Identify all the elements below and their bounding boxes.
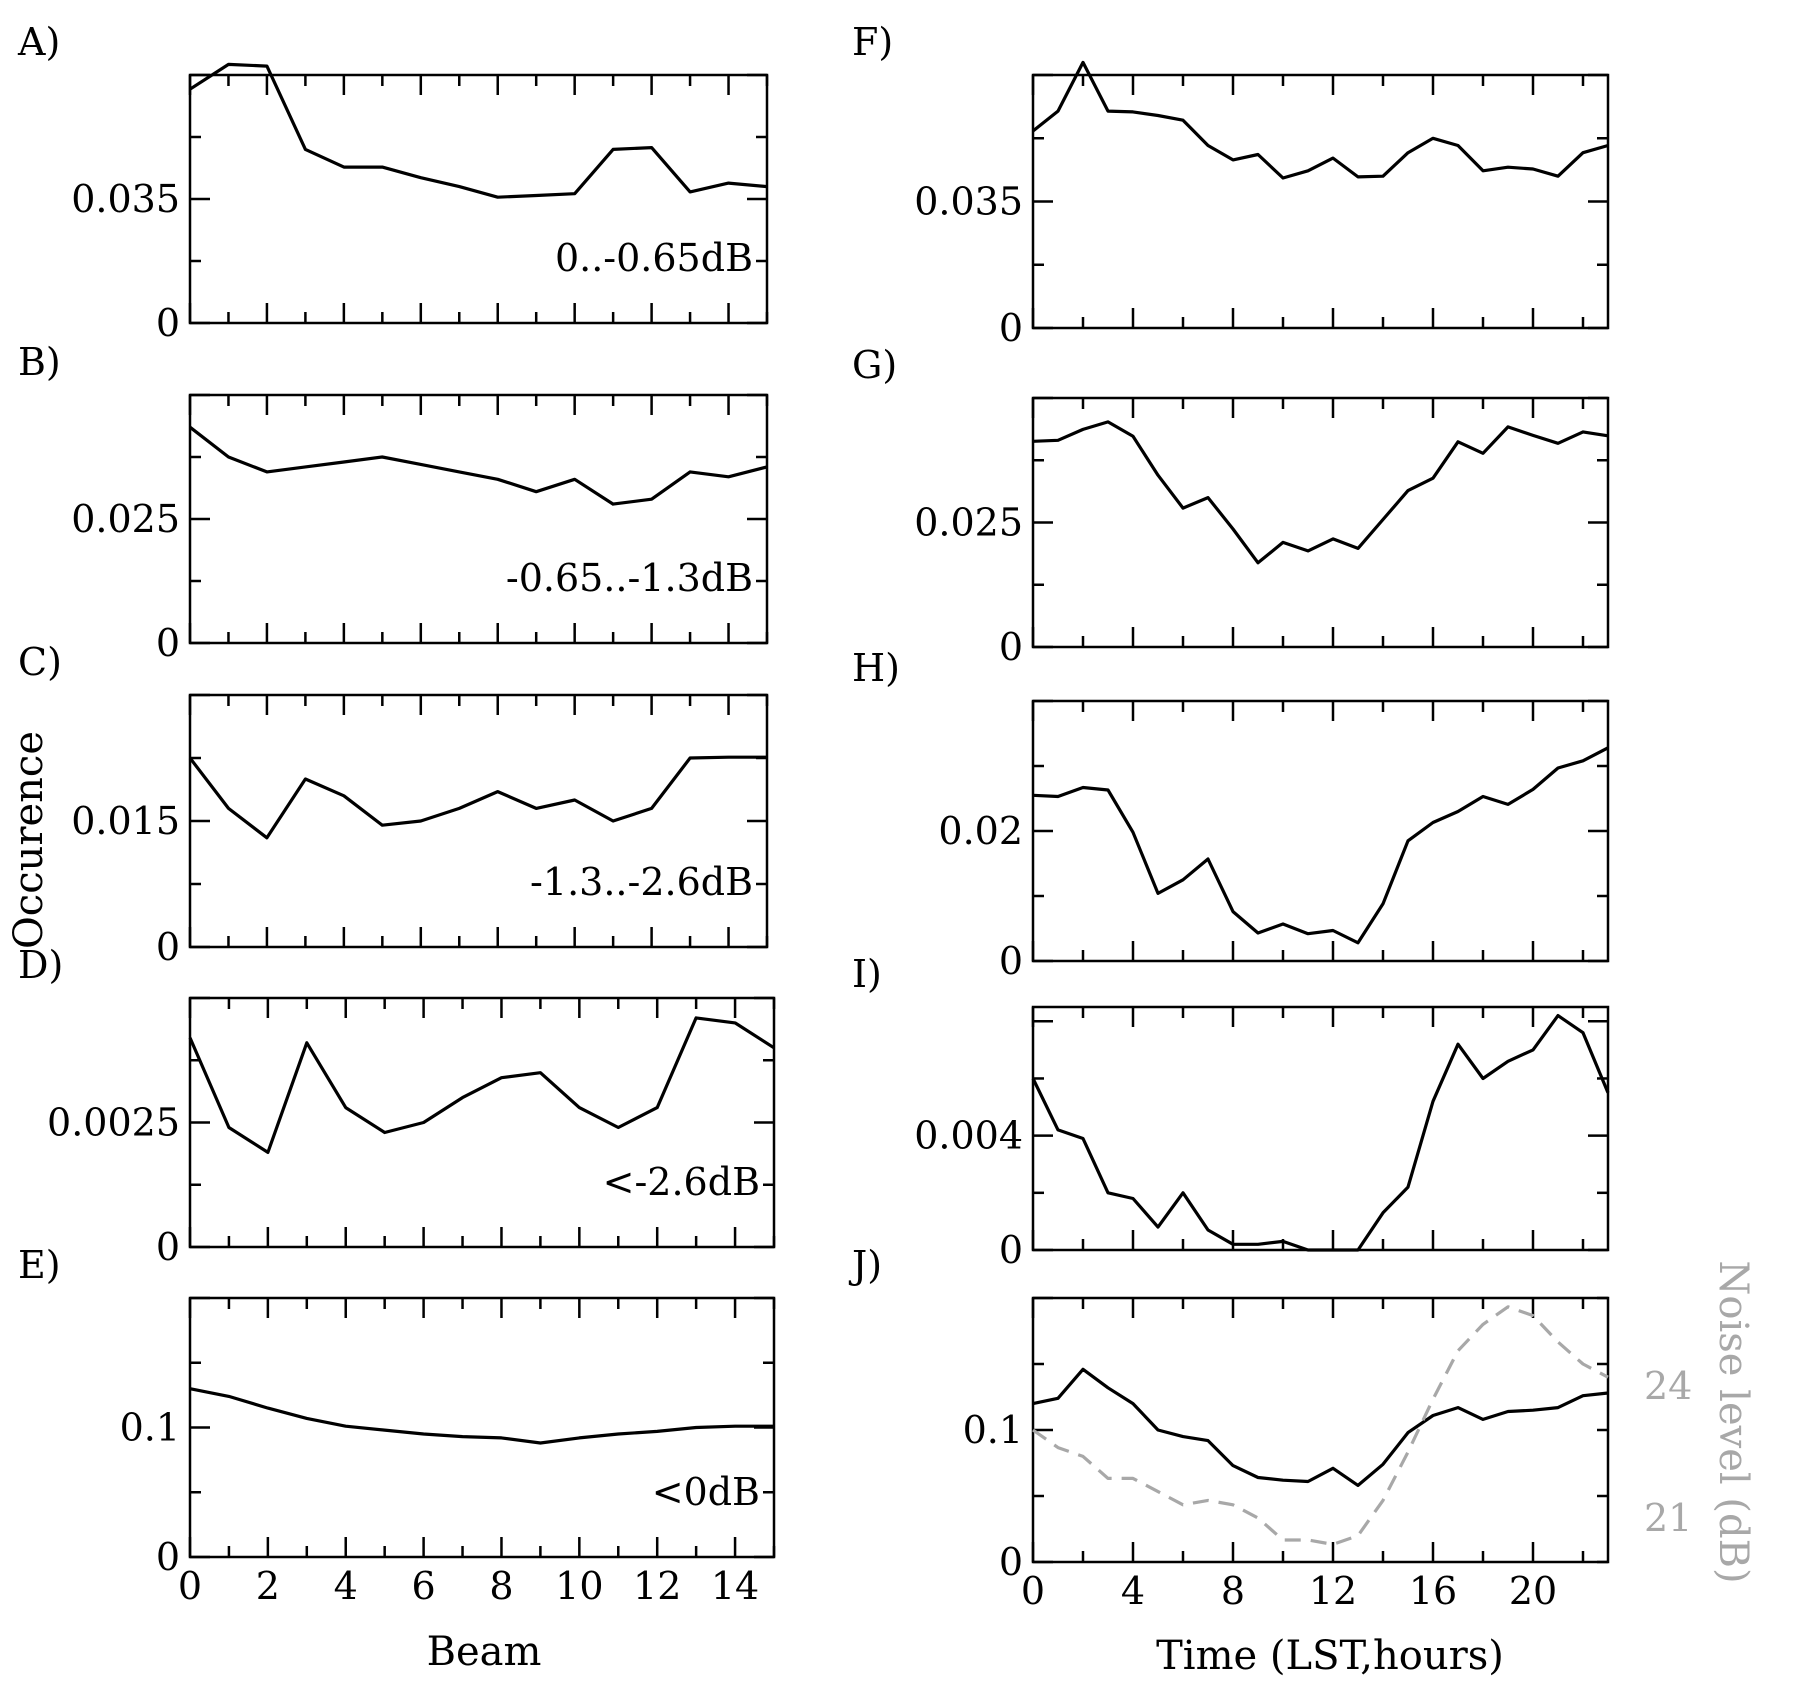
panel-b-ytick-label: 0 bbox=[156, 621, 180, 665]
panel-d-label: D) bbox=[18, 943, 63, 987]
panel-e-xtick-label: 8 bbox=[489, 1564, 513, 1608]
panel-j-xtick-label: 8 bbox=[1221, 1569, 1245, 1613]
panel-e: 0 0.1 0 2 4 6 8 10 12 14 E) <0dB bbox=[18, 1243, 776, 1608]
panel-g: 0 0.025 G) bbox=[852, 343, 1610, 669]
panel-c-series-line bbox=[188, 755, 767, 840]
panel-h-series-line bbox=[1032, 746, 1609, 945]
panel-d-ytick-label: 0 bbox=[156, 1225, 180, 1269]
panel-g-ytick-label: 0.025 bbox=[914, 501, 1023, 545]
panel-f-series-line bbox=[1032, 60, 1609, 180]
panel-h-ytick-label: 0.02 bbox=[938, 809, 1023, 853]
panel-d-series-line bbox=[188, 1016, 775, 1155]
panel-c-ytick-label: 0.015 bbox=[71, 799, 180, 843]
panel-h-label: H) bbox=[852, 646, 900, 690]
panel-g-series-line bbox=[1032, 420, 1609, 565]
panel-j-label: J) bbox=[848, 1243, 882, 1287]
panel-i-series-line bbox=[1031, 1013, 1610, 1252]
panel-b-ytick-label: 0.025 bbox=[71, 497, 180, 541]
panel-j-series-line bbox=[1032, 1367, 1609, 1488]
panel-e-xtick-label: 4 bbox=[334, 1564, 358, 1608]
panel-b-label: B) bbox=[18, 340, 61, 384]
panel-a-series-line bbox=[189, 62, 768, 199]
panel-e-xtick-label: 10 bbox=[555, 1564, 603, 1608]
panel-e-series-line bbox=[189, 1387, 774, 1445]
panel-e-xtick-label: 0 bbox=[178, 1564, 202, 1608]
panel-d: 0 0.0025 D) <-2.6dB bbox=[18, 943, 776, 1269]
panel-e-range-label: <0dB bbox=[652, 1470, 760, 1514]
panel-j-xtick-label: 16 bbox=[1409, 1569, 1457, 1613]
panel-i-frame bbox=[1031, 1005, 1610, 1252]
panel-e-xtick-label: 14 bbox=[711, 1564, 759, 1608]
x-axis-title-time: Time (LST,hours) bbox=[1156, 1633, 1504, 1679]
panel-a-ytick-label: 0.035 bbox=[71, 177, 180, 221]
panel-e-label: E) bbox=[18, 1243, 61, 1287]
panel-i-ytick-label: 0.004 bbox=[914, 1114, 1023, 1158]
panel-j-ytick-label: 0.1 bbox=[963, 1408, 1023, 1452]
panel-j-frame bbox=[1031, 1296, 1610, 1564]
panel-d-range-label: <-2.6dB bbox=[603, 1160, 760, 1204]
panel-a-range-label: 0..-0.65dB bbox=[555, 236, 753, 280]
panel-e-ytick-label: 0.1 bbox=[120, 1406, 180, 1450]
panel-g-label: G) bbox=[852, 343, 897, 387]
panel-b-range-label: -0.65..-1.3dB bbox=[506, 556, 753, 600]
panel-j-noise-line bbox=[1032, 1305, 1609, 1547]
panel-a-label: A) bbox=[17, 20, 60, 64]
panel-j: 0 0.1 0 4 8 12 16 20 J) 21 24 bbox=[848, 1243, 1692, 1613]
panel-e-ytick-label: 0 bbox=[156, 1535, 180, 1579]
panel-i-label: I) bbox=[852, 952, 882, 996]
panel-j-xtick-label: 20 bbox=[1509, 1569, 1557, 1613]
panel-c-range-label: -1.3..-2.6dB bbox=[530, 860, 753, 904]
panel-h: 0 0.02 H) bbox=[852, 646, 1610, 983]
panel-g-frame bbox=[1031, 396, 1610, 649]
panel-c-label: C) bbox=[18, 640, 62, 684]
panel-j-secondary-ytick-label: 24 bbox=[1644, 1364, 1692, 1408]
panel-b-frame bbox=[188, 393, 769, 645]
panel-a-ytick-label: 0 bbox=[156, 301, 180, 345]
panel-b-series-line bbox=[189, 425, 768, 506]
panel-i-ytick-label: 0 bbox=[999, 1228, 1023, 1272]
panel-j-xtick-label: 4 bbox=[1121, 1569, 1145, 1613]
panel-d-ytick-label: 0.0025 bbox=[47, 1101, 180, 1145]
panel-e-xtick-label: 12 bbox=[633, 1564, 681, 1608]
panel-j-ytick-label: 0 bbox=[999, 1540, 1023, 1584]
panel-c: 0 0.015 C) -1.3..-2.6dB bbox=[18, 640, 769, 969]
panel-i: 0 0.004 I) bbox=[852, 952, 1610, 1272]
panel-f-label: F) bbox=[852, 20, 893, 64]
panel-e-xtick-label: 6 bbox=[412, 1564, 436, 1608]
panel-f-ytick-label: 0.035 bbox=[914, 180, 1023, 224]
panel-f-ytick-label: 0 bbox=[999, 306, 1023, 350]
panel-h-frame bbox=[1031, 699, 1610, 963]
panel-f: 0 0.035 F) bbox=[852, 20, 1610, 350]
panel-a: 0 0.035 A) 0..-0.65dB bbox=[17, 20, 769, 345]
x-axis-title-beam: Beam bbox=[427, 1629, 542, 1675]
panel-b: 0 0.025 B) -0.65..-1.3dB bbox=[18, 340, 769, 665]
panel-j-xtick-label: 12 bbox=[1309, 1569, 1357, 1613]
panel-a-frame bbox=[188, 73, 769, 325]
panel-j-secondary-ytick-label: 21 bbox=[1644, 1496, 1692, 1540]
panel-c-ytick-label: 0 bbox=[156, 925, 180, 969]
secondary-y-axis-title: Noise level (dB) bbox=[1710, 1260, 1756, 1583]
y-axis-title: Occurence bbox=[6, 731, 52, 949]
panels-group: 00.035A)0..-0.65dB00.025B)-0.65..-1.3dB0… bbox=[17, 20, 1692, 1613]
panel-j-xtick-label: 0 bbox=[1021, 1569, 1045, 1613]
panel-g-ytick-label: 0 bbox=[999, 625, 1023, 669]
panel-e-xtick-label: 2 bbox=[256, 1564, 280, 1608]
panel-h-ytick-label: 0 bbox=[999, 939, 1023, 983]
